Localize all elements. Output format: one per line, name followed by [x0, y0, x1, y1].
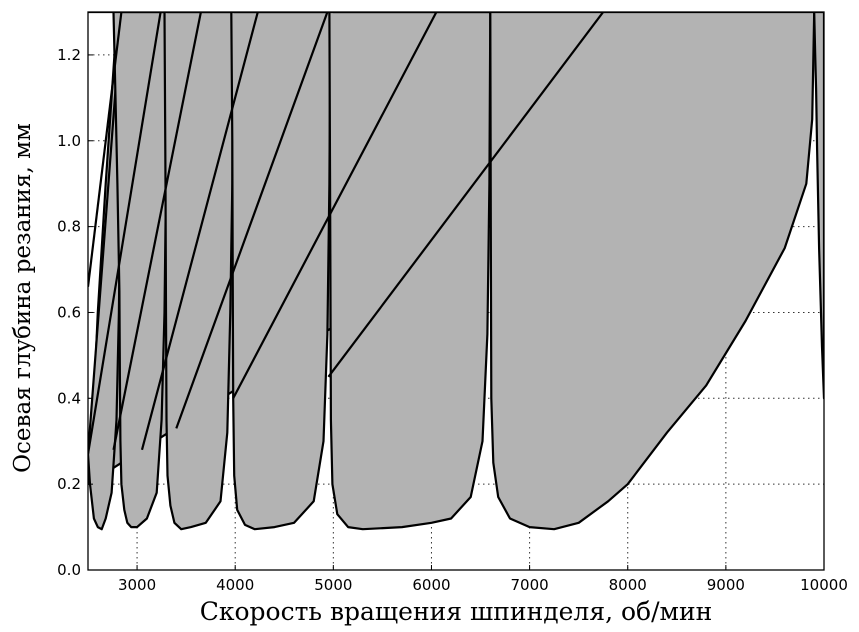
y-tick-label: 1.2: [57, 46, 81, 64]
stability-lobe: [166, 12, 332, 531]
y-tick-label: 0.8: [57, 218, 81, 236]
plot-frame: [87, 11, 825, 571]
stability-lobe: [233, 12, 492, 531]
stability-lobe: [332, 12, 816, 531]
x-tick-label: 4000: [216, 576, 254, 594]
x-tick-label: 7000: [511, 576, 549, 594]
stability-lobe: [813, 12, 824, 400]
crossing-line: [88, 12, 162, 455]
y-tick-label: 0.6: [57, 303, 81, 321]
stability-lobe: [121, 12, 235, 531]
crossing-line: [140, 12, 259, 451]
crossing-line: [232, 12, 438, 399]
y-axis-label: Осевая глубина резания, мм: [10, 123, 36, 473]
y-tick-label: 0.2: [57, 475, 81, 493]
x-axis-ticks: 3000 4000 5000 6000 7000 8000 9000 10000: [118, 565, 848, 594]
x-tick-label: 3000: [118, 576, 156, 594]
x-tick-label: 9000: [707, 576, 745, 594]
y-tick-label: 0.0: [57, 561, 81, 579]
crossing-line: [88, 12, 123, 287]
y-tick-label: 0.4: [57, 389, 81, 407]
x-tick-label: 10000: [800, 576, 848, 594]
x-tick-label: 6000: [412, 576, 450, 594]
x-tick-label: 5000: [314, 576, 352, 594]
y-tick-label: 1.0: [57, 132, 81, 150]
x-tick-label: 8000: [609, 576, 647, 594]
crossing-lines: [88, 12, 605, 455]
y-axis-ticks: 0.0 0.2 0.4 0.6 0.8 1.0 1.2: [57, 46, 93, 579]
stability-lobes: [88, 12, 824, 531]
crossing-line: [327, 12, 605, 378]
stability-lobe: [88, 12, 168, 529]
x-axis-label: Скорость вращения шпинделя, об/мин: [200, 597, 713, 626]
crossing-line: [112, 12, 202, 451]
crossing-line: [175, 12, 329, 429]
